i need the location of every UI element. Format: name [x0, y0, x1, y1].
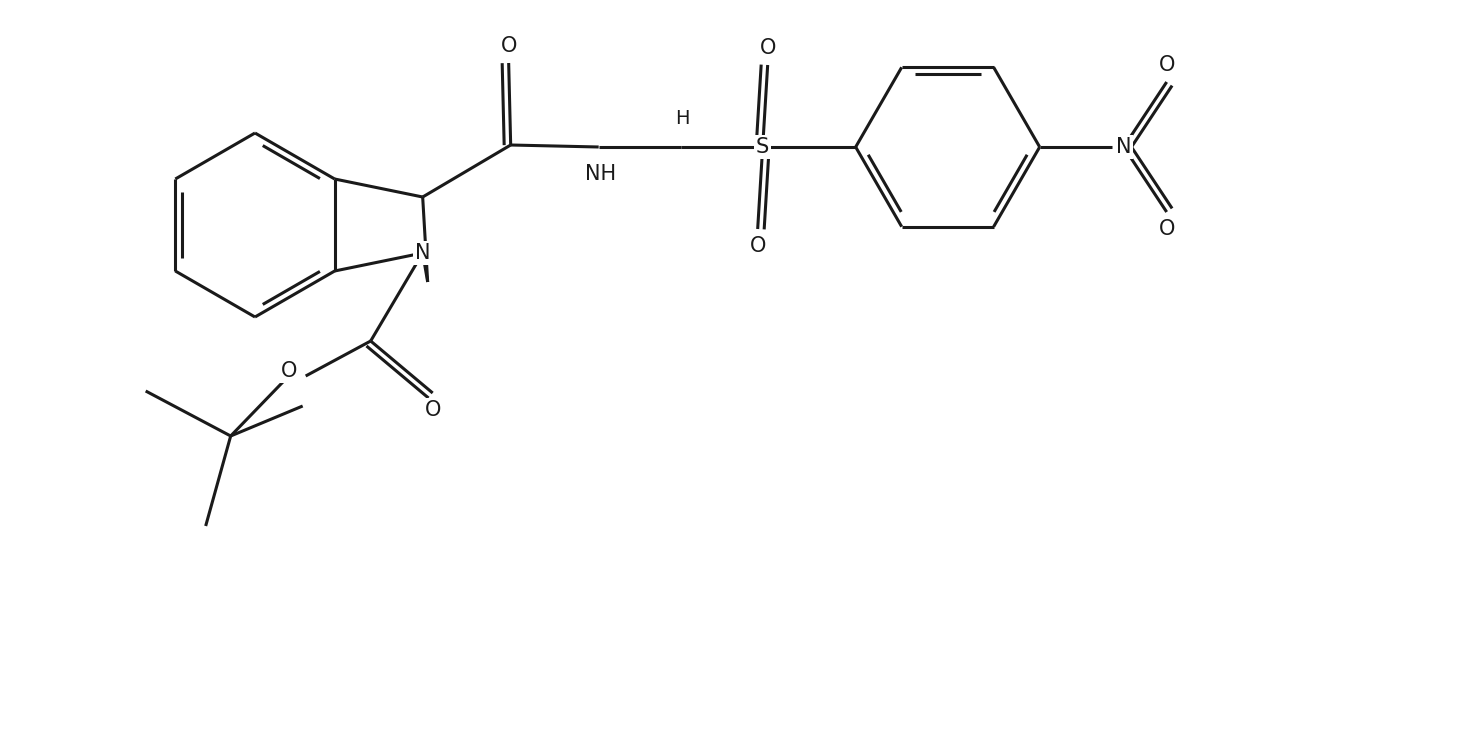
- Text: O: O: [424, 400, 441, 420]
- Text: O: O: [1159, 55, 1175, 75]
- Text: NH: NH: [585, 164, 616, 184]
- Text: O: O: [760, 38, 776, 58]
- Text: O: O: [749, 236, 766, 256]
- Text: O: O: [280, 361, 297, 381]
- Text: O: O: [1159, 219, 1175, 239]
- Text: N: N: [1116, 137, 1131, 157]
- Text: N: N: [416, 243, 430, 263]
- Text: S: S: [755, 137, 769, 157]
- Text: H: H: [675, 110, 690, 128]
- Text: O: O: [500, 36, 516, 56]
